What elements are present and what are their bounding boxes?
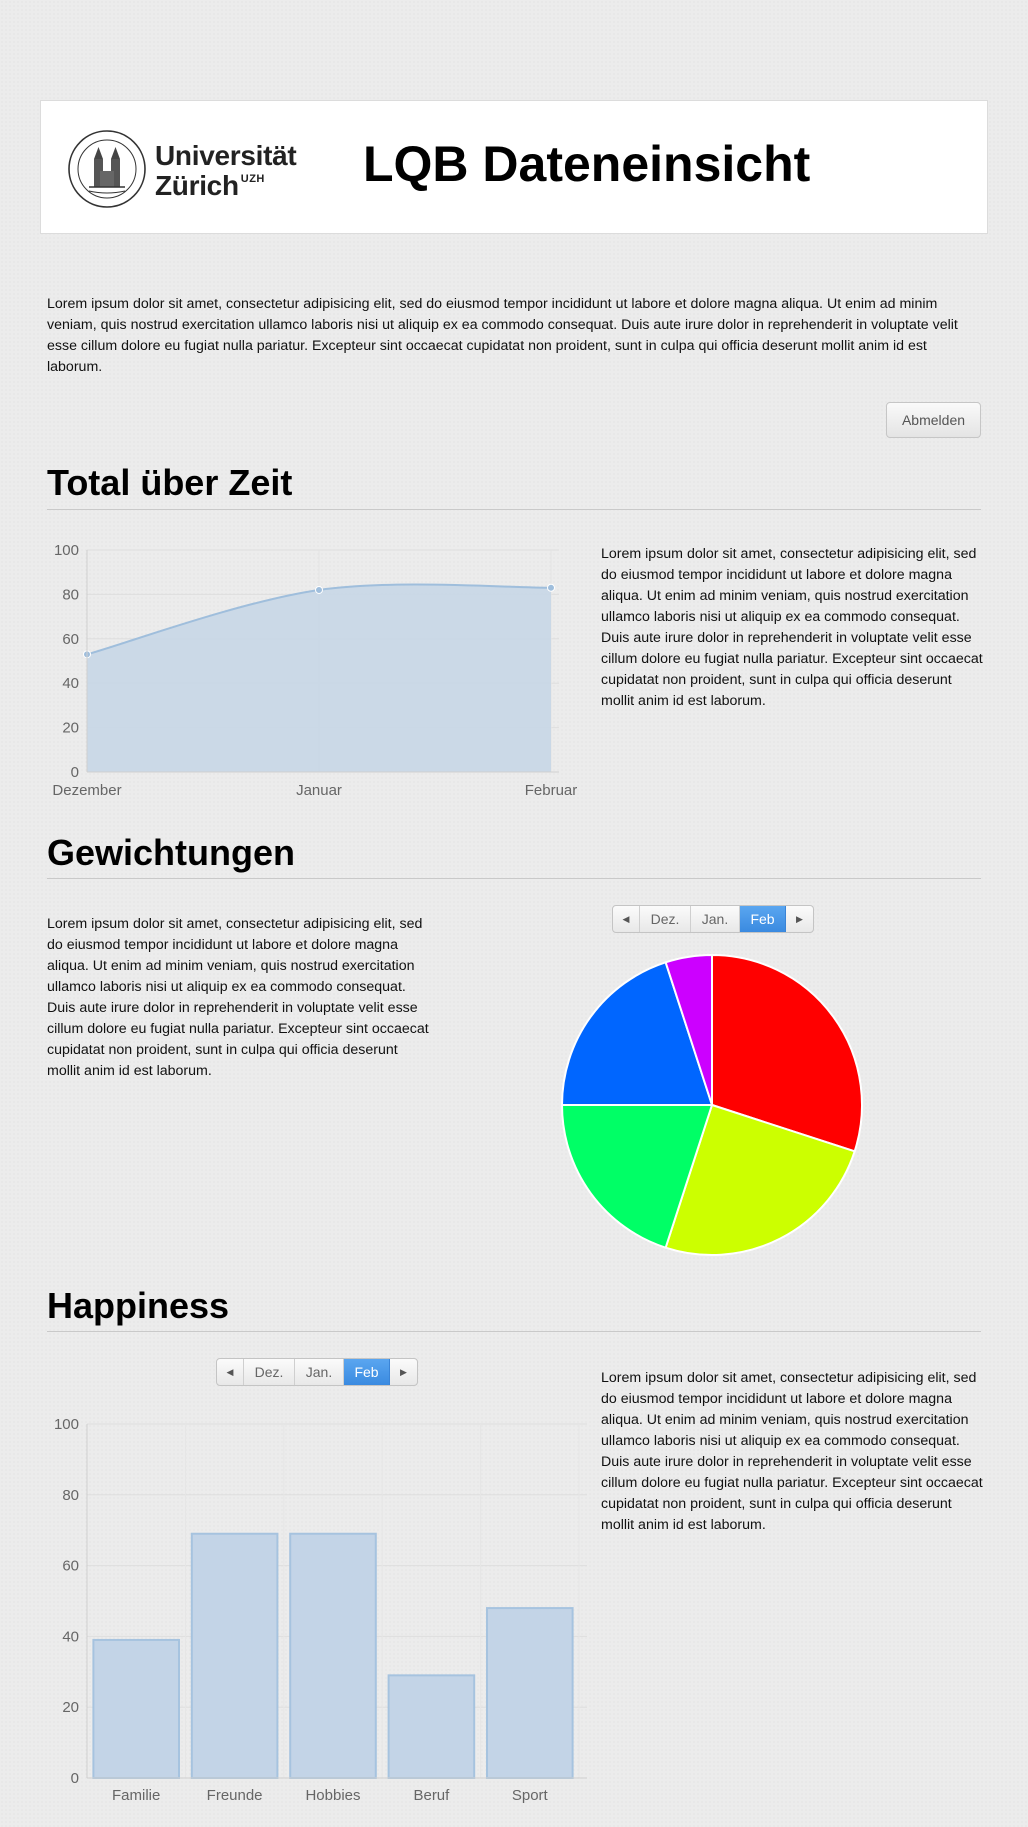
month-button-feb[interactable]: Feb (740, 906, 786, 932)
logout-button[interactable]: Abmelden (886, 402, 981, 438)
happiness-bar-chart: 0 20 40 60 80 100 Familie Freunde Hobbies Beruf Sp… (54, 1416, 587, 1804)
area-fill (87, 584, 551, 772)
y-tick-label: 80 (62, 586, 79, 603)
pie-slice (664, 953, 713, 1106)
month-button-feb[interactable]: Feb (344, 1359, 390, 1385)
pie-slice (560, 1104, 714, 1249)
x-tick-label: Sport (512, 1787, 549, 1804)
uzh-logo: Universität Zürich UZH (67, 127, 307, 211)
section-divider (47, 1331, 981, 1332)
caret-right-icon[interactable]: ▶ (400, 1367, 407, 1377)
bar (289, 1532, 377, 1779)
bar (92, 1638, 181, 1779)
logo-text-zurich: Zürich (155, 170, 239, 201)
pie-slice (711, 953, 863, 1153)
x-tick-label: Dezember (52, 782, 121, 799)
caret-left-icon[interactable]: ◀ (613, 906, 640, 932)
data-point (315, 585, 323, 594)
section-title-weights: Gewichtungen (47, 832, 296, 873)
bar (190, 1532, 279, 1779)
y-tick-label: 60 (62, 631, 79, 648)
x-tick-label: Februar (525, 782, 578, 799)
y-tick-label: 100 (54, 542, 79, 559)
y-tick-label: 40 (62, 1628, 79, 1645)
month-selector-happiness: ◀ Dez. Jan. Feb ▶ (216, 1358, 418, 1386)
month-button-jan[interactable]: Jan. (295, 1359, 344, 1385)
y-tick-label: 0 (71, 1770, 79, 1787)
x-tick-label: Familie (112, 1787, 160, 1804)
section-divider (47, 878, 981, 879)
caret-left-icon[interactable]: ◀ (217, 1359, 244, 1385)
logo-text-line2: Zürich UZH (155, 170, 265, 202)
weights-description: Lorem ipsum dolor sit amet, consectetur … (47, 916, 429, 1079)
y-tick-label: 20 (62, 1699, 79, 1716)
section-title-happiness: Happiness (47, 1285, 230, 1326)
y-tick-label: 20 (62, 720, 79, 737)
pie-slice (560, 961, 714, 1106)
intro-paragraph: Lorem ipsum dolor sit amet, consectetur … (47, 296, 958, 375)
y-tick-label: 100 (54, 1416, 79, 1433)
header-banner: Universität Zürich UZH LQB Dateneinsicht (40, 100, 988, 234)
x-tick-label: Freunde (207, 1787, 263, 1804)
data-point (547, 583, 555, 592)
logo-text-line1: Universität (155, 140, 297, 171)
y-tick-label: 40 (62, 675, 79, 692)
month-button-jan[interactable]: Jan. (691, 906, 740, 932)
total-area-chart: 0 20 40 60 80 100 Dezember Januar Februar (52, 542, 578, 799)
y-tick-label: 60 (62, 1558, 79, 1575)
pie-slice (664, 1103, 856, 1256)
y-tick-label: 0 (71, 764, 79, 781)
happiness-description: Lorem ipsum dolor sit amet, consectetur … (601, 1370, 983, 1533)
month-button-dez[interactable]: Dez. (640, 906, 691, 932)
y-tick-label: 80 (62, 1487, 79, 1504)
section-divider (47, 509, 981, 510)
weights-pie-chart (560, 953, 863, 1256)
bar (387, 1674, 476, 1779)
month-button-dez[interactable]: Dez. (244, 1359, 295, 1385)
month-selector-weights: ◀ Dez. Jan. Feb ▶ (612, 905, 814, 933)
x-tick-label: Beruf (413, 1787, 450, 1804)
logo-superscript: UZH (240, 173, 265, 185)
section-title-total: Total über Zeit (47, 462, 293, 503)
caret-right-icon[interactable]: ▶ (796, 914, 803, 924)
university-seal-icon (68, 130, 146, 208)
x-tick-label: Hobbies (305, 1787, 360, 1804)
total-description: Lorem ipsum dolor sit amet, consectetur … (601, 546, 983, 709)
bar (485, 1607, 574, 1779)
page-title: LQB Dateneinsicht (363, 136, 811, 192)
x-tick-label: Januar (296, 782, 342, 799)
